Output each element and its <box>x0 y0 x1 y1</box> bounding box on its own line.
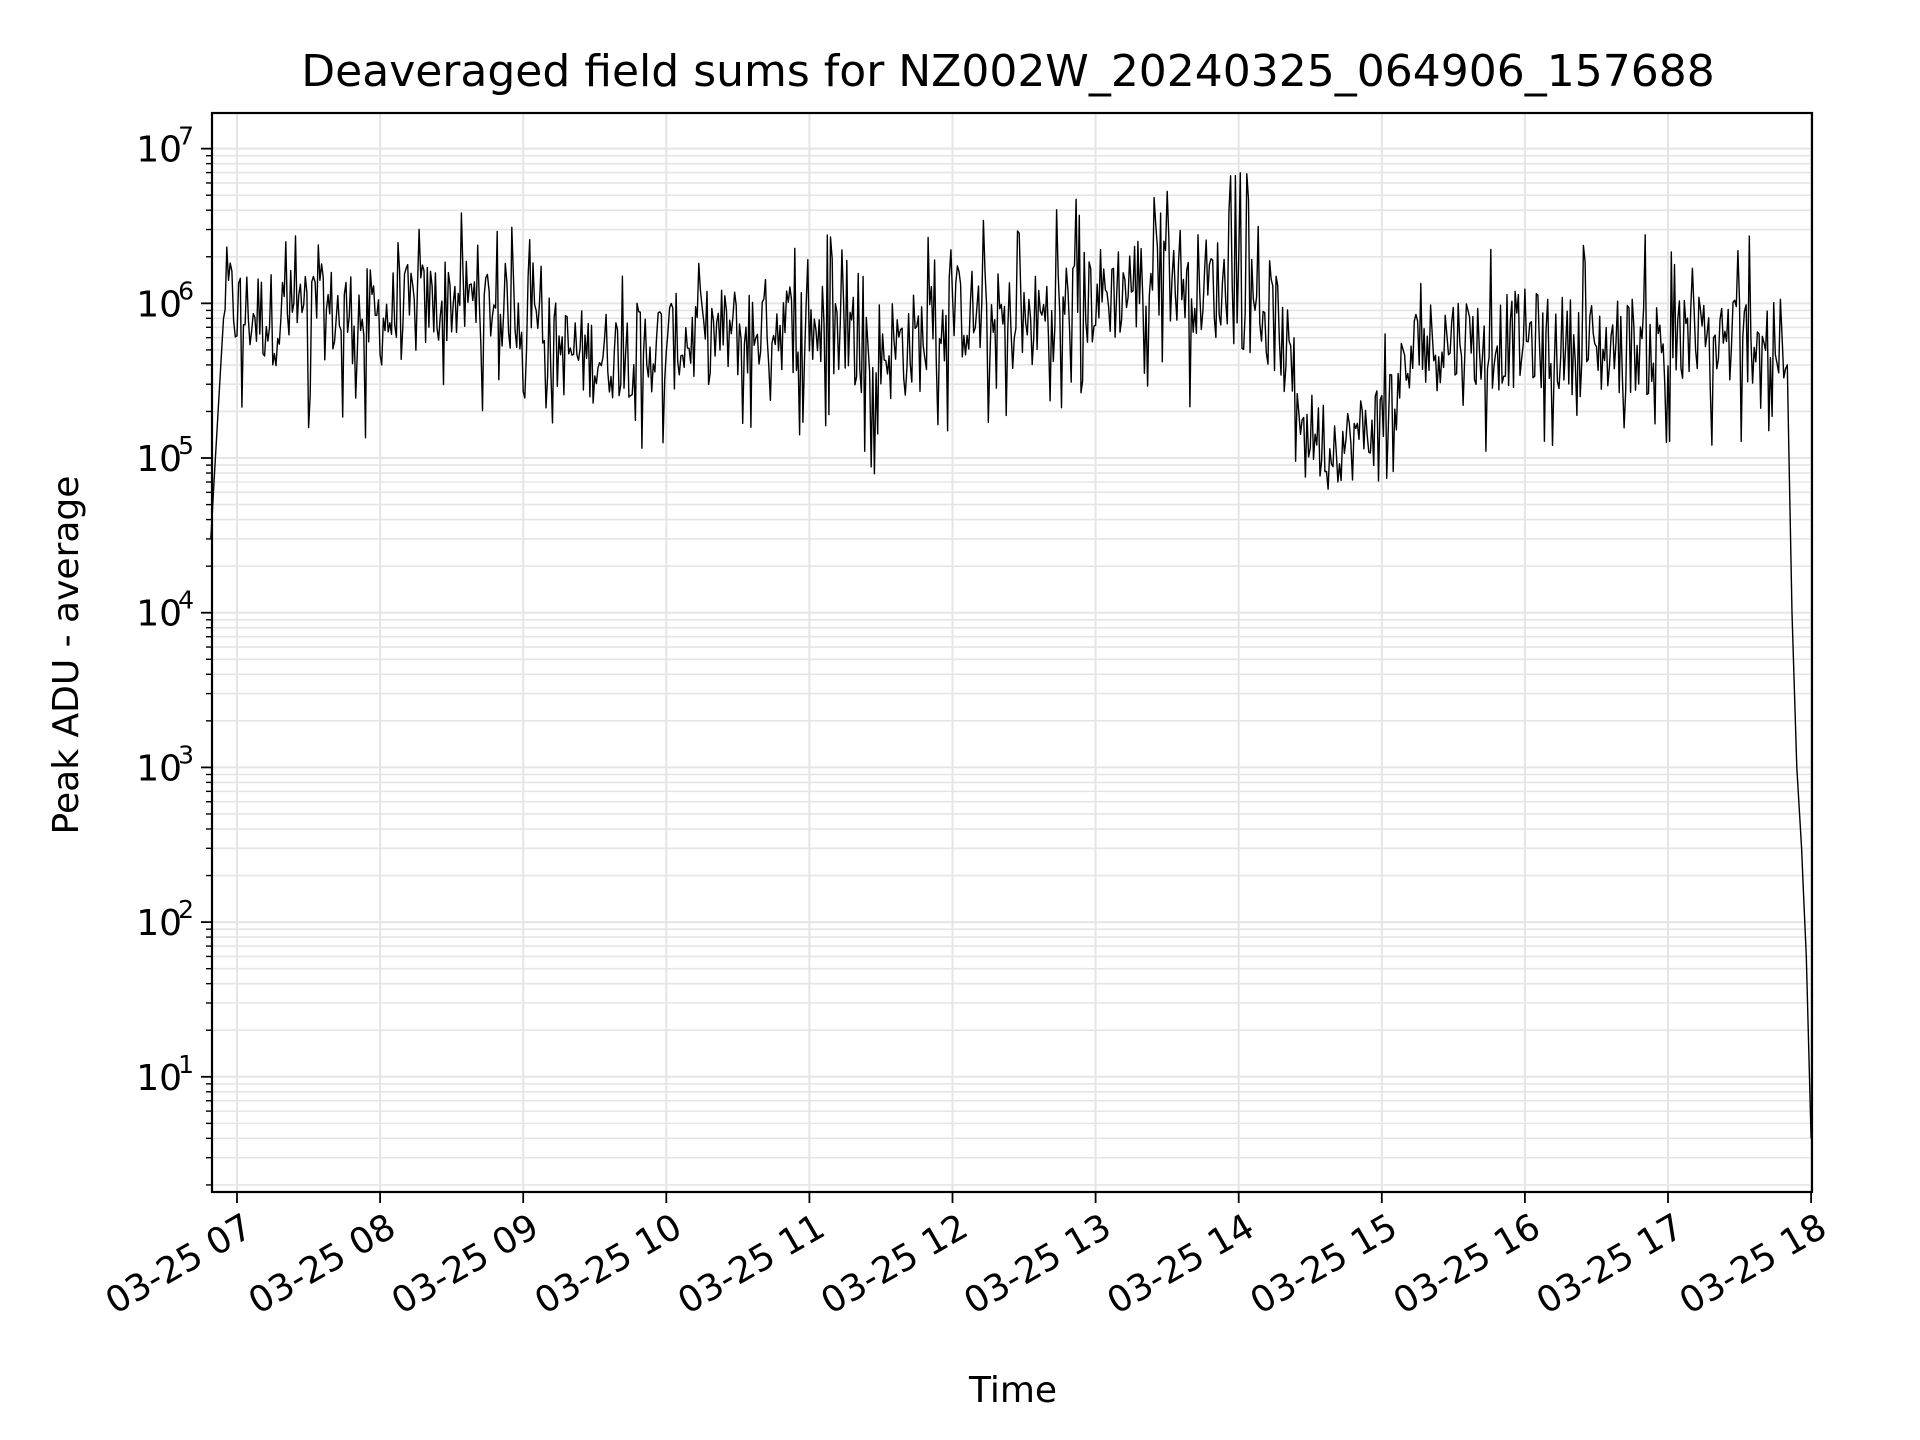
y-axis-label: Peak ADU - average <box>46 476 87 835</box>
series-line <box>210 172 1812 1139</box>
y-tick-exponent: 7 <box>178 122 194 151</box>
y-tick-label: 10 <box>136 1058 182 1099</box>
y-tick-label: 10 <box>136 594 182 635</box>
chart-title: Deaveraged field sums for NZ002W_2024032… <box>301 46 1714 97</box>
y-tick-exponent: 5 <box>178 431 194 460</box>
series-layer <box>210 172 1812 1139</box>
y-tick-exponent: 4 <box>178 586 194 615</box>
x-axis-label: Time <box>968 1370 1057 1411</box>
plot-area-frame <box>210 111 1814 1194</box>
y-tick-label: 10 <box>136 748 182 789</box>
y-tick-exponent: 6 <box>178 276 194 305</box>
y-tick-label: 10 <box>136 130 182 171</box>
y-tick-exponent: 2 <box>178 895 194 924</box>
y-tick-exponent: 3 <box>178 740 194 769</box>
y-tick-exponent: 1 <box>178 1050 194 1079</box>
y-tick-label: 10 <box>136 284 182 325</box>
y-tick-label: 10 <box>136 903 182 944</box>
y-tick-label: 10 <box>136 439 182 480</box>
